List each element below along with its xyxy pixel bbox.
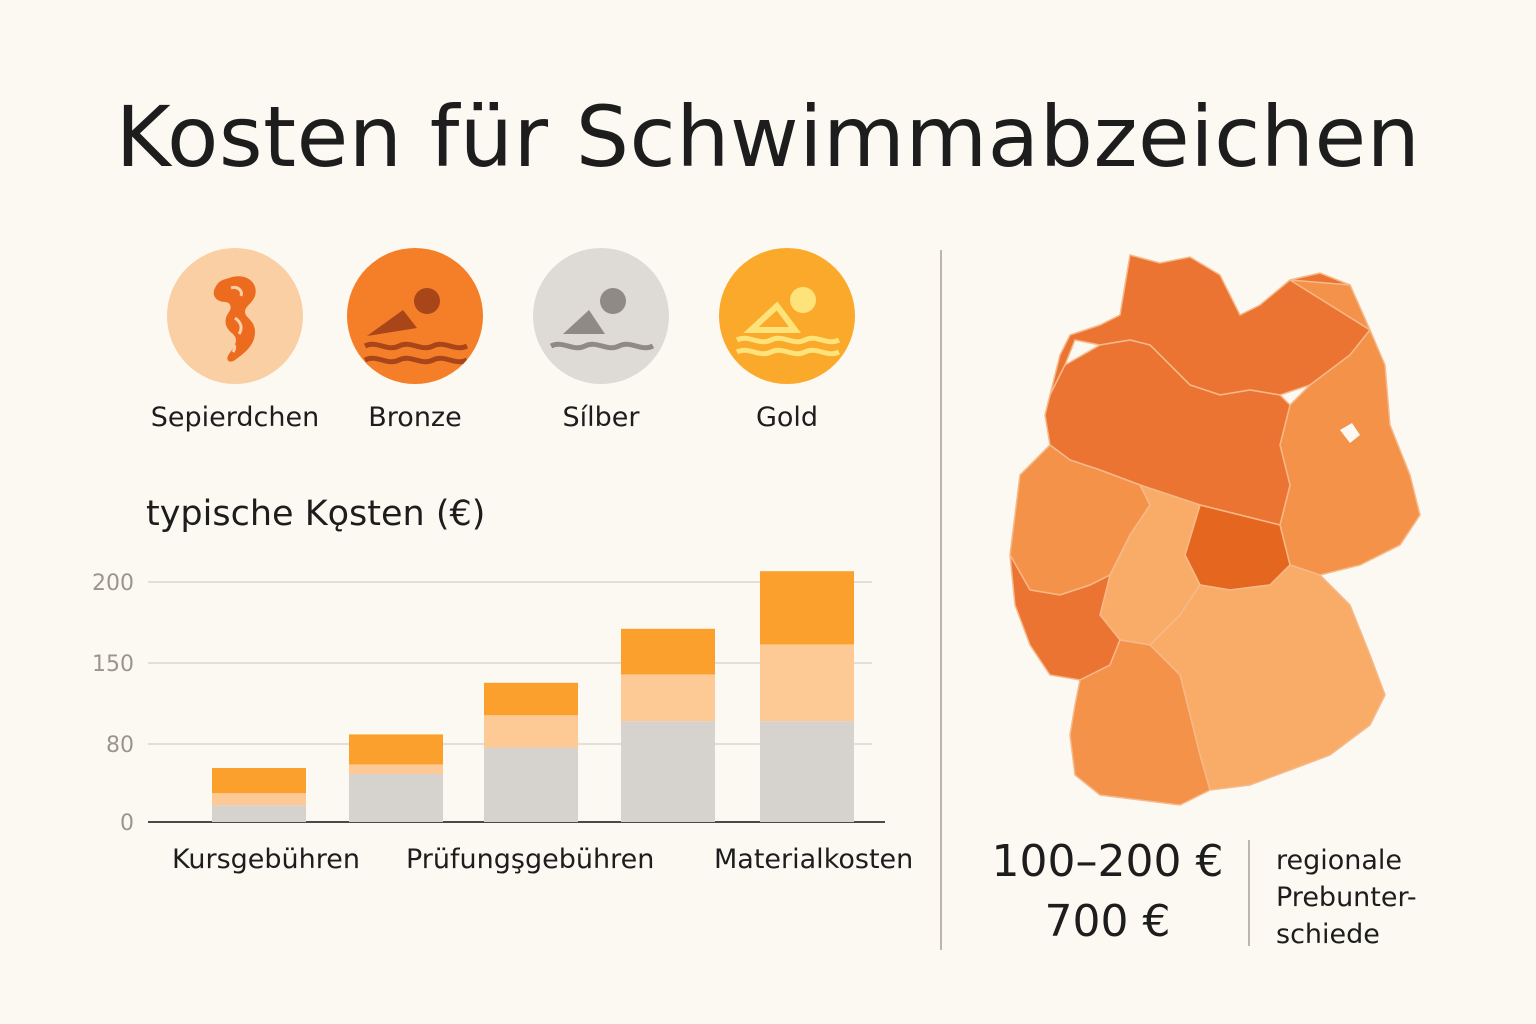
seahorse-badge xyxy=(167,248,303,384)
map-enclave xyxy=(1340,423,1360,443)
seahorse-icon xyxy=(213,276,256,362)
category-label: Prüfungşgebühren xyxy=(406,844,655,875)
badge-label: Sílber xyxy=(562,402,640,433)
category-label: Kursgebühren xyxy=(172,844,360,875)
note-divider xyxy=(1248,840,1250,946)
bar-segment xyxy=(349,764,443,774)
y-tick-label: 0 xyxy=(120,811,134,836)
bar-segment xyxy=(484,715,578,748)
bar-segment xyxy=(621,721,715,822)
note-line: regionale xyxy=(1276,845,1403,876)
price-max: 700 € xyxy=(1044,896,1171,947)
swimmer-icon xyxy=(363,288,469,365)
swimmer-icon xyxy=(735,287,841,357)
note-line: schiede xyxy=(1276,919,1380,950)
badge-bronze: Bronze xyxy=(320,240,510,433)
category-label: Materialkosten xyxy=(714,844,914,875)
price-range: 100–200 € xyxy=(991,836,1224,887)
badge-label: Gold xyxy=(755,402,819,433)
chart-title: typische Kǫsten (€) xyxy=(146,494,486,534)
bar-segment xyxy=(484,682,578,716)
bar-segment xyxy=(349,774,443,822)
badge-gold: Gold xyxy=(692,240,882,433)
page-title: Kosten für Schwimmabzeichen xyxy=(115,88,1421,186)
bar-segment xyxy=(621,674,715,722)
bar-segment xyxy=(212,768,306,794)
swimmer-icon xyxy=(549,288,655,351)
regional-note: regionale Prebunter- schiede xyxy=(1276,842,1417,953)
gold-badge xyxy=(719,248,855,384)
badge-silber: Sílber xyxy=(506,240,696,433)
y-tick-label: 150 xyxy=(92,652,134,677)
y-tick-label: 80 xyxy=(106,733,134,758)
map-region-baden-wuerttemberg xyxy=(1069,639,1211,806)
bar-segment xyxy=(760,571,854,645)
bar-segment xyxy=(621,628,715,675)
vertical-divider xyxy=(940,250,942,950)
category-labels: Kursgebühren Prüfungşgebühren Materialko… xyxy=(0,844,940,888)
badge-seepferdchen: Sepierdchen xyxy=(140,240,330,433)
bronze-badge xyxy=(347,248,483,384)
badge-row: Sepierdchen Bronze Sílber xyxy=(140,240,900,450)
silver-badge xyxy=(533,248,669,384)
bar-segment xyxy=(349,734,443,765)
bar-segment xyxy=(212,805,306,822)
cost-chart: 200 150 80 0 xyxy=(92,571,885,836)
badge-label: Bronze xyxy=(368,402,462,433)
badge-label: Sepierdchen xyxy=(150,402,320,433)
bar-segment xyxy=(212,793,306,806)
bar-segment xyxy=(484,747,578,822)
bar-segment xyxy=(760,644,854,722)
note-line: Prebunter- xyxy=(1276,882,1417,913)
y-tick-label: 200 xyxy=(92,571,134,596)
germany-map xyxy=(1009,254,1421,806)
bar-segment xyxy=(760,721,854,822)
